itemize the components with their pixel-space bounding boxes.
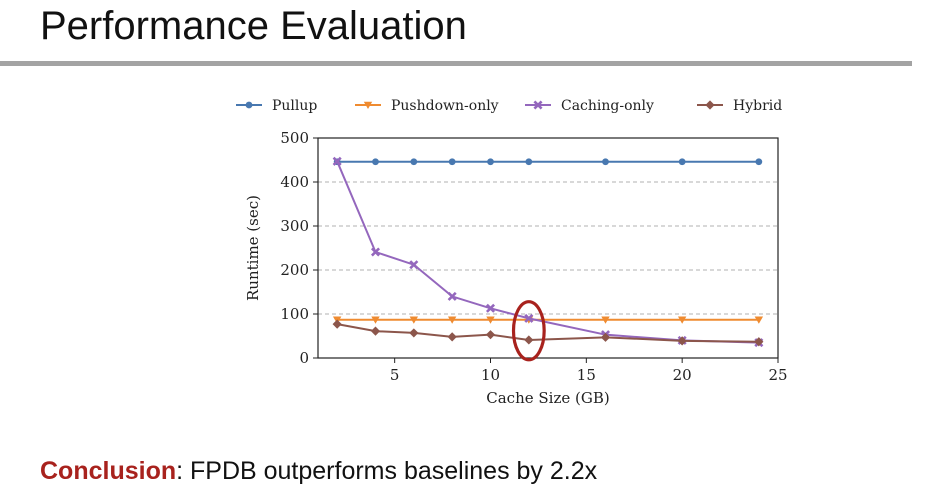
data-point: [525, 158, 533, 166]
y-tick-label: 300: [280, 217, 309, 235]
data-point: [409, 328, 419, 338]
x-marker-stroke: [533, 100, 543, 110]
data-point: [409, 316, 419, 324]
data-point: [485, 330, 496, 340]
y-tick-label: 100: [280, 305, 309, 323]
y-tick-label: 200: [280, 261, 309, 279]
data-point: [447, 316, 457, 324]
legend-marker: [363, 101, 373, 109]
x-marker-stroke: [332, 156, 342, 166]
plot-frame: [317, 137, 779, 359]
data-point: [487, 158, 494, 166]
x-marker-stroke: [524, 313, 534, 323]
data-point: [678, 158, 686, 166]
data-point: [677, 336, 687, 346]
data-point: [370, 326, 381, 336]
series-line: [336, 323, 759, 343]
data-point: [677, 316, 687, 324]
x-axis-label: Cache Size (GB): [486, 389, 609, 407]
data-point: [602, 158, 609, 166]
data-point: [524, 335, 534, 345]
x-marker-stroke: [370, 247, 381, 257]
conclusion-text: Conclusion: FPDB outperforms baselines b…: [40, 457, 597, 486]
legend-label: Caching-only: [561, 98, 654, 114]
data-point: [448, 158, 456, 166]
y-tick-label: 500: [280, 129, 309, 147]
x-marker-stroke: [485, 303, 496, 313]
conclusion-body: : FPDB outperforms baselines by 2.2x: [176, 457, 598, 485]
legend-marker: [533, 100, 543, 110]
y-tick-label: 0: [299, 349, 309, 367]
legend-label: Hybrid: [733, 98, 782, 114]
x-tick-label: 25: [768, 366, 787, 384]
title-divider: [0, 61, 912, 66]
data-point: [410, 158, 418, 166]
legend-label: Pullup: [272, 98, 317, 114]
data-point: [755, 158, 763, 166]
x-marker-stroke: [447, 291, 457, 301]
series-line: [336, 160, 759, 344]
legend-label: Pushdown-only: [391, 98, 499, 114]
highlight-ellipse: [511, 300, 546, 362]
conclusion-label: Conclusion: [40, 457, 177, 485]
y-tick-label: 400: [280, 173, 309, 191]
data-point: [447, 291, 457, 301]
y-axis-label: Runtime (sec): [244, 195, 262, 301]
slide-title: Performance Evaluation: [40, 4, 467, 48]
data-point: [332, 319, 342, 329]
data-point: [601, 316, 610, 324]
data-point: [485, 303, 496, 313]
data-point: [409, 260, 419, 270]
data-point: [370, 247, 381, 257]
x-marker-stroke: [409, 260, 419, 270]
x-tick-label: 15: [577, 366, 596, 384]
data-point: [754, 337, 764, 347]
data-point: [524, 313, 534, 323]
data-point: [332, 156, 342, 166]
x-tick-label: 20: [673, 366, 692, 384]
legend-marker: [245, 101, 253, 109]
legend-marker: [705, 100, 715, 110]
x-tick-label: 5: [390, 366, 400, 384]
data-point: [754, 316, 764, 324]
x-tick-label: 10: [481, 366, 500, 384]
data-point: [600, 332, 611, 342]
data-point: [372, 158, 379, 166]
data-point: [447, 332, 457, 342]
data-point: [371, 316, 380, 324]
data-point: [486, 316, 495, 324]
